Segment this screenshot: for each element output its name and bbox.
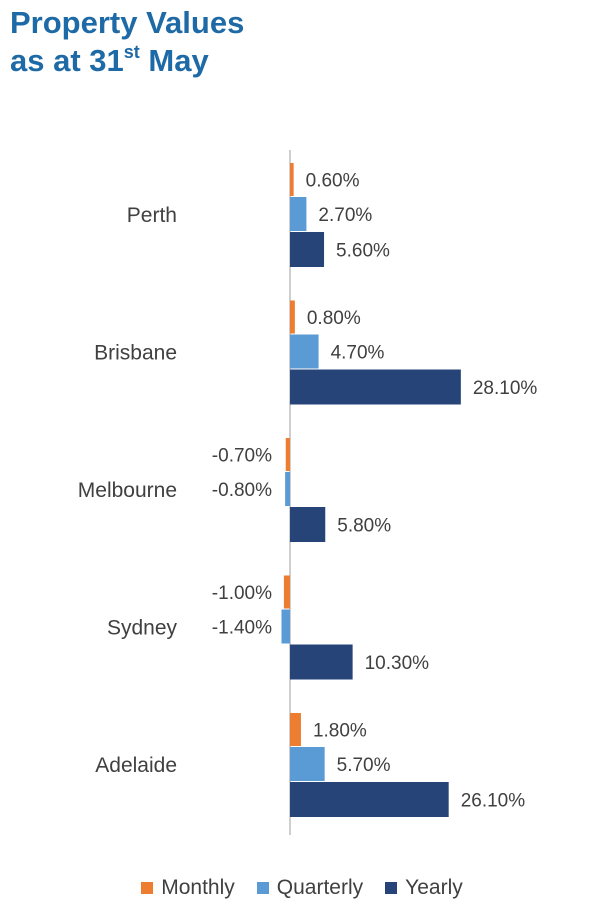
legend-swatch-monthly bbox=[141, 882, 154, 894]
data-label-quarterly-brisbane: 4.70% bbox=[331, 343, 385, 364]
data-label-monthly-brisbane: 0.80% bbox=[307, 308, 361, 329]
legend-label-monthly: Monthly bbox=[161, 876, 235, 899]
legend-item-monthly: Monthly bbox=[141, 876, 235, 900]
data-label-quarterly-perth: 2.70% bbox=[318, 205, 372, 226]
bar-yearly-adelaide bbox=[290, 782, 449, 817]
bar-monthly-perth bbox=[290, 163, 294, 196]
title-line-2-suffix: May bbox=[139, 43, 209, 78]
data-label-monthly-adelaide: 1.80% bbox=[313, 721, 367, 742]
category-label-perth: Perth bbox=[127, 204, 177, 227]
data-label-quarterly-adelaide: 5.70% bbox=[337, 755, 391, 776]
bar-quarterly-melbourne bbox=[285, 472, 290, 506]
data-label-yearly-melbourne: 5.80% bbox=[337, 516, 391, 537]
legend-item-quarterly: Quarterly bbox=[256, 876, 364, 900]
legend-label-quarterly: Quarterly bbox=[276, 876, 364, 899]
legend: Monthly Quarterly Yearly bbox=[0, 876, 604, 900]
bar-monthly-adelaide bbox=[290, 713, 301, 746]
legend-swatch-yearly bbox=[385, 882, 398, 894]
bar-monthly-brisbane bbox=[290, 300, 295, 334]
bar-quarterly-sydney bbox=[281, 609, 290, 644]
data-label-yearly-brisbane: 28.10% bbox=[473, 378, 538, 399]
bar-chart: Perth 0.60% 2.70% 5.60% Brisbane 0.80% 4.70% 28… bbox=[78, 150, 538, 835]
legend-label-yearly: Yearly bbox=[405, 876, 463, 899]
data-label-quarterly-sydney: -1.40% bbox=[212, 618, 272, 639]
bar-yearly-melbourne bbox=[290, 507, 326, 542]
data-label-quarterly-melbourne: -0.80% bbox=[212, 480, 272, 501]
category-label-melbourne: Melbourne bbox=[78, 479, 177, 502]
title-line-2-superscript: st bbox=[123, 42, 140, 62]
chart-title: Property Values as at 31st May bbox=[10, 4, 244, 80]
bar-quarterly-adelaide bbox=[290, 747, 325, 781]
category-label-brisbane: Brisbane bbox=[94, 342, 177, 365]
bar-monthly-melbourne bbox=[285, 438, 290, 471]
bar-monthly-sydney bbox=[283, 575, 290, 609]
category-label-adelaide: Adelaide bbox=[95, 754, 177, 777]
data-label-monthly-sydney: -1.00% bbox=[212, 583, 272, 604]
bar-quarterly-brisbane bbox=[290, 334, 319, 369]
title-line-2-prefix: as at 31 bbox=[10, 43, 124, 78]
data-label-monthly-melbourne: -0.70% bbox=[212, 446, 272, 467]
bar-yearly-perth bbox=[290, 232, 325, 267]
title-line-1: Property Values bbox=[10, 5, 245, 40]
legend-item-yearly: Yearly bbox=[385, 876, 463, 900]
data-label-yearly-perth: 5.60% bbox=[336, 241, 390, 262]
bar-yearly-brisbane bbox=[290, 369, 461, 405]
bar-quarterly-perth bbox=[290, 197, 307, 231]
data-label-monthly-perth: 0.60% bbox=[306, 171, 360, 192]
bar-yearly-sydney bbox=[290, 644, 353, 680]
category-label-sydney: Sydney bbox=[107, 617, 178, 640]
legend-swatch-quarterly bbox=[256, 882, 269, 894]
data-label-yearly-adelaide: 26.10% bbox=[461, 791, 526, 812]
data-label-yearly-sydney: 10.30% bbox=[365, 653, 430, 674]
